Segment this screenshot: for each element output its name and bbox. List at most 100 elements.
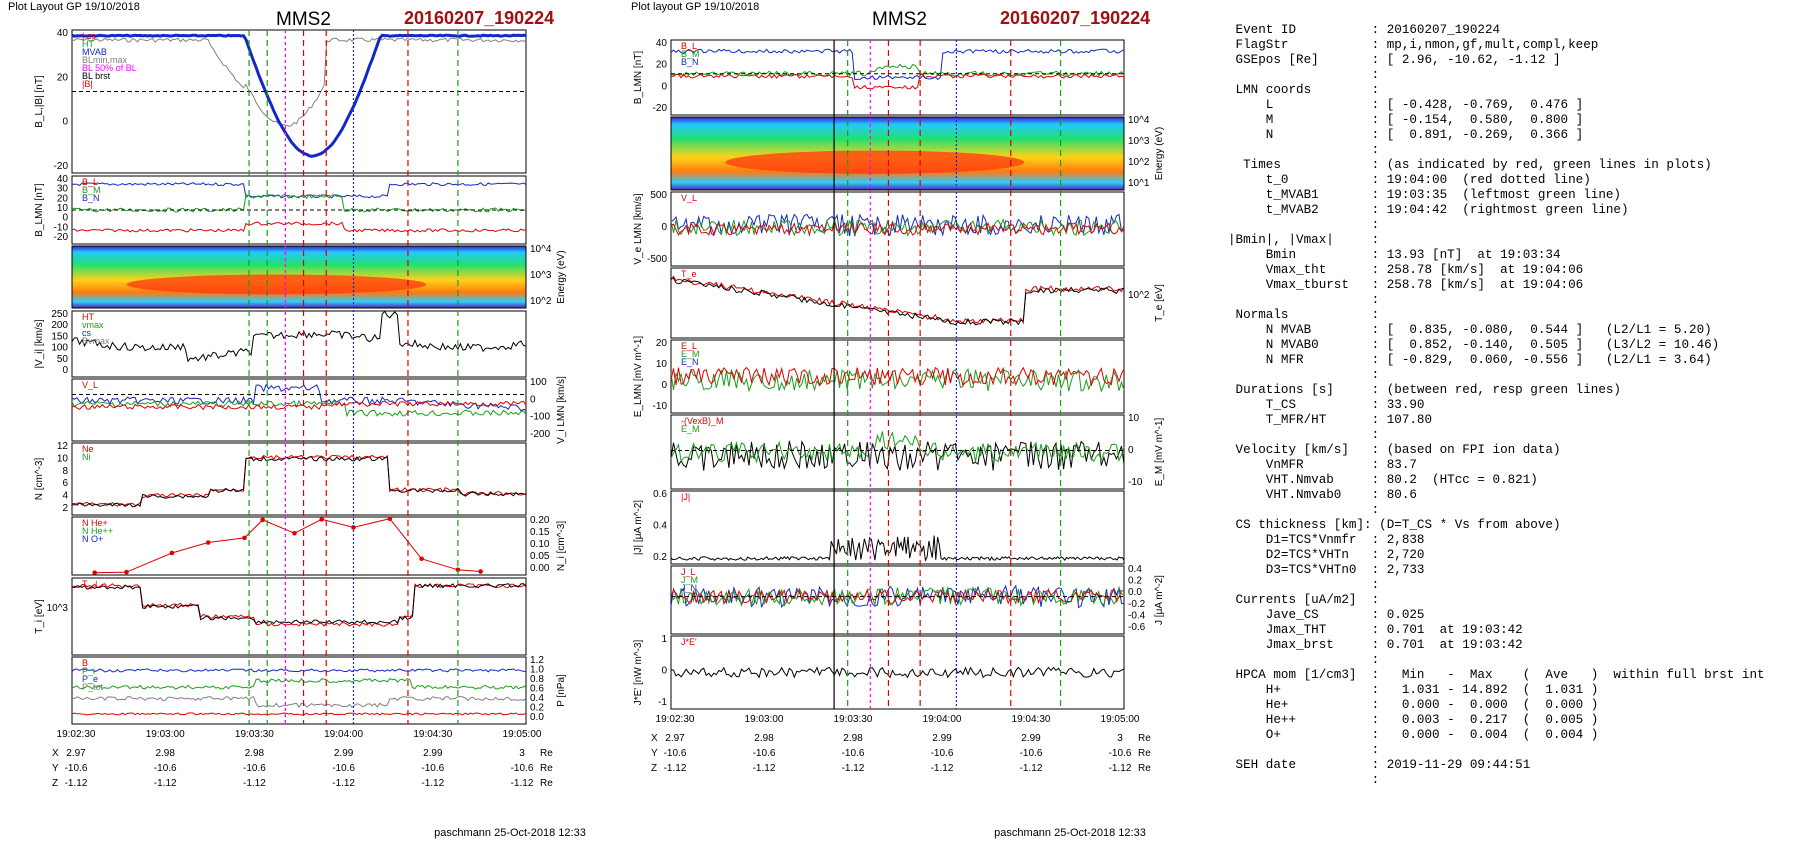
coord-value: -1.12 [154,778,177,789]
y-axis-label: T_e [eV] [1154,284,1165,322]
info-line: Times : (as indicated by red, green line… [1228,158,1712,172]
event-info-block: Event ID : 20160207_190224 FlagStr : mp,… [1228,23,1765,787]
y-tick-label: 0.15 [530,527,550,538]
coord-unit: Re [1138,748,1151,759]
right-figure: Plot layout GP 19/10/2018MMS2 20160207_19… [631,1,1165,839]
info-line: : [1228,218,1379,232]
coord-value: 2.99 [334,748,354,759]
y-axis-label: E_LMN [mV m^-1] [633,336,644,418]
y-tick-label: 250 [51,309,68,320]
y-axis-label: Energy (eV) [556,250,567,303]
y-tick-label: 4 [62,491,68,502]
right-spacecraft-title: MMS2 [872,9,927,30]
right-panel-5: 20100-10E_LMN [mV m^-1] E_LE_ME_N [633,336,1124,418]
coord-value: -10.6 [154,763,177,774]
legend-entry: |B| [82,79,93,89]
coord-row-label: Z [52,778,58,789]
info-line: He++ : 0.003 - 0.217 ( 0.005 ) [1228,713,1598,727]
panel-frame [671,268,1124,338]
series-line [671,74,1124,89]
legend-entry: E_M [681,424,700,434]
y-tick-label: -0.6 [1128,622,1146,633]
y-tick-label: 0.00 [530,563,550,574]
right-footer: paschmann 25-Oct-2018 12:33 [994,827,1146,839]
y-tick-label: 40 [656,38,668,49]
y-axis-label: Energy (eV) [1154,127,1165,180]
coord-unit: Re [1138,733,1151,744]
x-tick-label: 19:03:30 [235,729,274,740]
info-line: VnMFR : 83.7 [1228,458,1417,472]
coord-value: -1.12 [842,763,865,774]
x-tick-label: 19:04:00 [324,729,363,740]
coord-value: 2.98 [155,748,175,759]
y-tick-label: -20 [54,232,69,243]
y-tick-label: 20 [57,72,69,83]
y-tick-label: 200 [51,320,68,331]
y-tick-label: -500 [647,254,667,265]
info-line: t_MVAB1 : 19:03:35 (leftmost green line) [1228,188,1621,202]
info-line: Vmax_tburst : 258.78 [km/s] at 19:04:06 [1228,278,1583,292]
y-tick-label: 8 [62,466,68,477]
coord-value: 2.98 [245,748,265,759]
info-line: : [1228,293,1379,307]
right-header: Plot layout GP 19/10/2018 [631,1,759,13]
y-tick-label: 12 [57,441,69,452]
x-tick-label: 19:05:00 [1101,714,1140,725]
y-tick-label: 0.05 [530,551,550,562]
series-line [671,276,1124,323]
right-panel-7: 0.60.40.2|J| [μA m^-2]|J| [633,489,1124,564]
series-line [671,368,1124,386]
y-axis-label: J*E' [nW m^-3] [633,640,644,706]
y-tick-label: 100 [51,343,68,354]
coord-value: -1.12 [243,778,266,789]
panel-frame [671,636,1124,709]
left-header: Plot Layout GP 19/10/2018 [8,1,140,13]
info-line: VHT.Nmvab : 80.2 (HTcc = 0.821) [1228,473,1538,487]
coord-value: -1.12 [753,763,776,774]
left-event-id: 20160207_190224 [404,8,554,28]
coord-value: -1.12 [1020,763,1043,774]
coord-value: 2.99 [932,733,952,744]
info-line: : [1228,68,1379,82]
info-line: H+ : 1.031 - 14.892 ( 1.031 ) [1228,683,1598,697]
info-line: HPCA mom [1/cm3] : Min - Max ( Ave ) wit… [1228,668,1765,682]
legend-entry: T_e [681,269,697,279]
y-tick-label: 10^2 [1128,290,1150,301]
coord-unit: Re [1138,763,1151,774]
y-axis-label: E_M [mV m^-1] [1154,417,1165,486]
coord-value: 2.98 [754,733,774,744]
y-tick-label: 0 [62,365,68,376]
y-tick-label: 10^1 [1128,178,1150,189]
y-tick-label: 150 [51,331,68,342]
x-tick-label: 19:03:00 [745,714,784,725]
info-line: Jmax_brst : 0.701 at 19:03:42 [1228,638,1523,652]
info-line: t_MVAB2 : 19:04:42 (rightmost green line… [1228,203,1629,217]
coord-unit: Re [540,778,553,789]
x-tick-label: 19:02:30 [656,714,695,725]
coord-value: -10.6 [243,763,266,774]
info-line: Event ID : 20160207_190224 [1228,23,1500,37]
info-line: He+ : 0.000 - 0.000 ( 0.000 ) [1228,698,1598,712]
y-tick-label: 0.4 [1128,564,1142,575]
info-line: Bmin : 13.93 [nT] at 19:03:34 [1228,248,1561,262]
coord-value: -10.6 [421,763,444,774]
y-tick-label: 1 [661,634,667,645]
coord-value: -1.12 [931,763,954,774]
coord-unit: Re [540,763,553,774]
y-axis-label: J [μA m^-2] [1154,575,1165,625]
coord-value: -10.6 [664,748,687,759]
right-panel-1: 40200-20B_LMN [nT]B_LB_MB_N [633,38,1124,115]
legend-entry: J_N [681,583,697,593]
series-line [671,536,1124,561]
y-tick-label: 0 [661,81,667,92]
info-line: LMN coords : [1228,83,1379,97]
info-line: : [1228,428,1379,442]
y-tick-label: 0.20 [530,515,550,526]
y-tick-label: 10^4 [530,244,552,255]
info-line: N MVAB0 : [ 0.852, -0.140, 0.505 ] (L3/L… [1228,338,1719,352]
left-panel-6: 12108642N [cm^-3]NeNi [34,441,526,515]
y-tick-label: 0 [62,117,68,128]
left-panel-3: 10^410^310^2 Energy (eV) [72,244,567,308]
y-axis-label: |J| [μA m^-2] [633,500,644,555]
y-tick-label: 20 [656,338,668,349]
